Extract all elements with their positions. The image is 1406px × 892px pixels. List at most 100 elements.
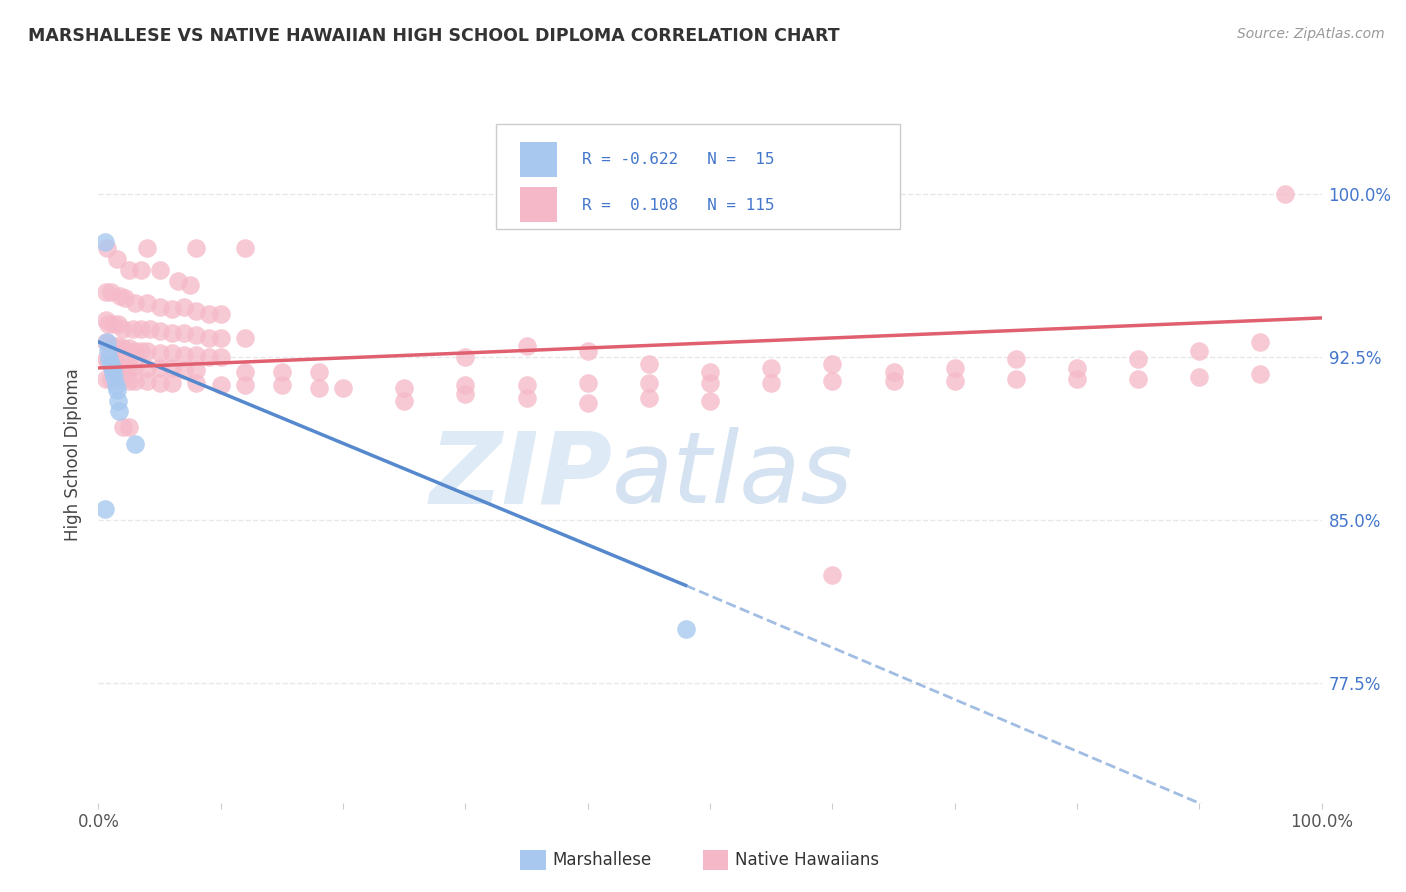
- Point: [121, 322, 143, 336]
- Point: [101, 339, 124, 353]
- Point: [118, 263, 141, 277]
- Point: [761, 376, 783, 391]
- Point: [97, 354, 120, 368]
- Point: [270, 378, 294, 392]
- Bar: [520, 142, 557, 177]
- Point: [167, 274, 190, 288]
- Point: [1004, 352, 1026, 367]
- Point: [1249, 334, 1271, 349]
- Point: [197, 307, 219, 321]
- Point: [883, 365, 905, 379]
- Point: [105, 252, 128, 267]
- Point: [97, 318, 120, 332]
- Point: [197, 330, 219, 344]
- Point: [1249, 368, 1271, 382]
- Point: [124, 359, 146, 373]
- Point: [136, 295, 159, 310]
- Point: [270, 365, 294, 379]
- Point: [124, 343, 146, 358]
- Point: [94, 334, 117, 349]
- Point: [105, 383, 128, 397]
- Point: [100, 372, 122, 386]
- Point: [96, 241, 118, 255]
- Point: [100, 285, 122, 299]
- Point: [118, 342, 141, 356]
- Point: [111, 357, 134, 371]
- Text: ZIP: ZIP: [429, 427, 612, 524]
- Point: [392, 380, 416, 394]
- Point: [173, 348, 195, 362]
- Point: [101, 365, 124, 379]
- Point: [1274, 187, 1296, 202]
- Point: [943, 360, 966, 375]
- Point: [761, 360, 783, 375]
- Point: [136, 360, 159, 375]
- Point: [1004, 372, 1026, 386]
- Point: [129, 343, 152, 358]
- Point: [98, 352, 121, 367]
- Point: [1188, 343, 1211, 358]
- Point: [139, 322, 162, 336]
- Point: [186, 363, 208, 377]
- Point: [675, 622, 697, 636]
- Point: [107, 339, 129, 353]
- Point: [173, 363, 195, 377]
- Point: [209, 330, 232, 344]
- Text: Native Hawaiians: Native Hawaiians: [735, 851, 880, 869]
- Y-axis label: High School Diploma: High School Diploma: [65, 368, 83, 541]
- Point: [111, 372, 134, 386]
- Text: Marshallese: Marshallese: [553, 851, 652, 869]
- Point: [129, 263, 152, 277]
- Point: [1188, 369, 1211, 384]
- Point: [209, 307, 232, 321]
- Point: [93, 502, 115, 516]
- Point: [149, 324, 172, 338]
- Point: [97, 343, 120, 358]
- Point: [233, 365, 256, 379]
- Point: [100, 354, 122, 368]
- Point: [173, 326, 195, 340]
- Point: [118, 419, 141, 434]
- Point: [160, 360, 183, 375]
- Point: [1066, 372, 1088, 386]
- Point: [638, 357, 661, 371]
- Point: [160, 326, 183, 340]
- Point: [105, 372, 128, 386]
- Point: [186, 241, 208, 255]
- Point: [392, 393, 416, 408]
- Point: [97, 337, 120, 351]
- Point: [186, 304, 208, 318]
- Point: [233, 378, 256, 392]
- Point: [105, 357, 128, 371]
- Text: atlas: atlas: [612, 427, 853, 524]
- Point: [124, 295, 146, 310]
- Point: [638, 392, 661, 406]
- Point: [576, 343, 599, 358]
- Point: [149, 376, 172, 391]
- Point: [111, 322, 134, 336]
- Text: R =  0.108   N = 115: R = 0.108 N = 115: [582, 198, 775, 213]
- Point: [111, 342, 134, 356]
- Point: [149, 345, 172, 359]
- Point: [93, 235, 115, 249]
- Point: [699, 365, 721, 379]
- Point: [197, 350, 219, 364]
- Point: [515, 392, 537, 406]
- Point: [124, 374, 146, 388]
- Point: [332, 380, 354, 394]
- Point: [1128, 352, 1150, 367]
- Point: [233, 241, 256, 255]
- Point: [94, 372, 117, 386]
- Point: [883, 374, 905, 388]
- Text: Source: ZipAtlas.com: Source: ZipAtlas.com: [1237, 27, 1385, 41]
- Point: [103, 369, 125, 384]
- Point: [1128, 372, 1150, 386]
- Point: [100, 357, 122, 371]
- Point: [114, 291, 136, 305]
- Point: [1066, 360, 1088, 375]
- Point: [821, 357, 844, 371]
- Point: [96, 334, 118, 349]
- Point: [94, 352, 117, 367]
- Point: [118, 359, 141, 373]
- Point: [454, 350, 477, 364]
